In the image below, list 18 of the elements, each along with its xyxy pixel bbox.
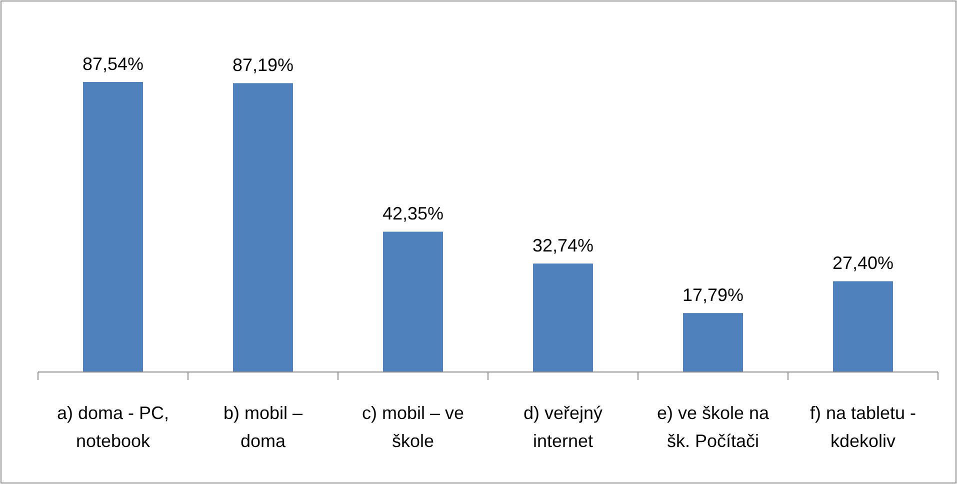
x-tick-label: c) mobil – ve škole [362, 403, 464, 451]
x-tick-label: a) doma - PC, notebook [56, 403, 170, 451]
bar [833, 281, 893, 372]
data-label: 42,35% [382, 204, 444, 224]
x-tick-label: e) ve škole na šk. Počítači [656, 403, 770, 451]
data-label: 87,54% [82, 54, 144, 74]
bar [683, 313, 743, 372]
x-tick-label: d) veřejný internet [523, 403, 603, 451]
data-label: 27,40% [832, 253, 894, 274]
data-label: 87,19% [232, 55, 294, 76]
bar [533, 264, 593, 372]
data-label: 32,74% [532, 236, 594, 256]
bar [383, 232, 443, 372]
x-tick-label: b) mobil – doma [223, 403, 303, 451]
data-label: 17,79% [682, 285, 744, 306]
x-tick-label: f) na tabletu - kdekoliv [810, 403, 916, 451]
bar [83, 82, 143, 372]
bar [233, 83, 293, 372]
